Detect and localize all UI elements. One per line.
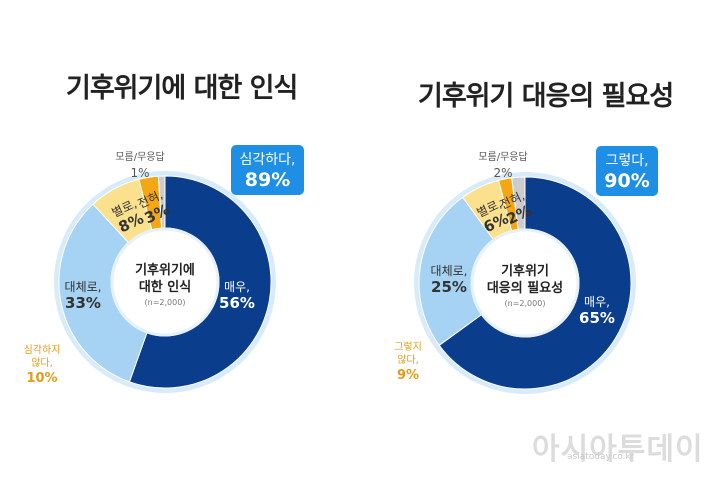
chart2-slice-1-label: 매우, [584, 295, 610, 309]
chart1-title: 기후위기에 대한 인식 [66, 73, 298, 104]
chart2-sample-size: (n=2,000) [505, 299, 546, 308]
donut-chart-2 [414, 172, 636, 394]
chart2-center-label-2: 대응의 필요성 [487, 280, 563, 296]
watermark-url: asiatoday.co.kr [567, 452, 635, 462]
chart2-badge-value: 90% [604, 170, 650, 192]
chart2-badge-label: 그렇다, [605, 153, 649, 169]
chart2-negative-label-2: 않다, [397, 354, 419, 366]
chart1-negative-value: 10% [26, 371, 57, 386]
chart2-slice-2-value: 25% [431, 278, 467, 296]
chart1-center-label-1: 기후위기에 [135, 262, 195, 278]
chart1-center-hole [110, 227, 220, 337]
chart2-slice-2-label: 대체로, [431, 264, 468, 278]
chart2-slice-1-value: 65% [579, 309, 615, 327]
chart2-negative-label-1: 그렇지 [394, 340, 422, 353]
chart2-center-label-1: 기후위기 [501, 263, 549, 279]
chart1-slice-5-label: 모름/무응답 [115, 151, 164, 163]
chart1-badge-label: 심각하다, [239, 152, 296, 168]
chart2-negative-value: 9% [397, 368, 419, 383]
watermark-logo: 아시아투데이 [532, 432, 704, 467]
chart2-center-hole [470, 228, 580, 338]
chart2-slice-5-value: 2% [493, 166, 512, 180]
chart2-summary-badge: 그렇다, 90% [596, 146, 658, 196]
chart1-slice-5-value: 1% [130, 166, 149, 180]
chart1-slice-2-label: 대체로, [65, 280, 102, 294]
chart1-slice-1-value: 56% [219, 294, 255, 312]
chart1-center-label-2: 대한 인식 [139, 279, 191, 295]
chart1-slice-1-label: 매우, [224, 280, 250, 294]
chart1-negative-label-2: 않다, [31, 357, 53, 369]
chart1-summary-badge: 심각하다, 89% [231, 145, 304, 195]
chart2-title: 기후위기 대응의 필요성 [418, 81, 674, 112]
donut-chart-1 [54, 171, 276, 393]
chart1-slice-2-value: 33% [65, 294, 101, 312]
chart2-slice-5-label: 모름/무응답 [478, 151, 527, 163]
chart1-negative-label-1: 심각하지 [24, 343, 61, 356]
chart1-sample-size: (n=2,000) [145, 298, 186, 307]
chart1-badge-value: 89% [244, 169, 291, 191]
